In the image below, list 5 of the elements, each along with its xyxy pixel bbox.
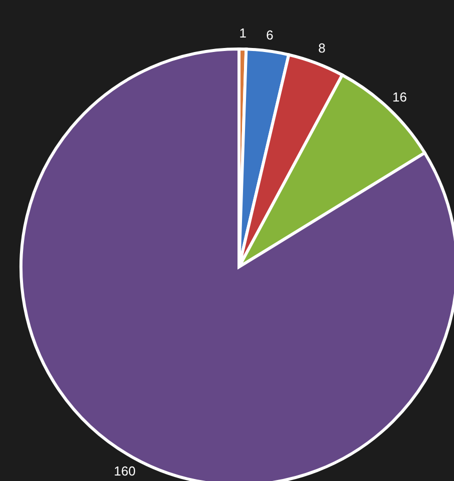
data-label: 6	[266, 28, 274, 43]
data-label: 8	[318, 40, 326, 56]
data-label: 1	[239, 26, 246, 41]
data-label: 16	[392, 89, 407, 104]
data-label: 160	[114, 464, 136, 479]
